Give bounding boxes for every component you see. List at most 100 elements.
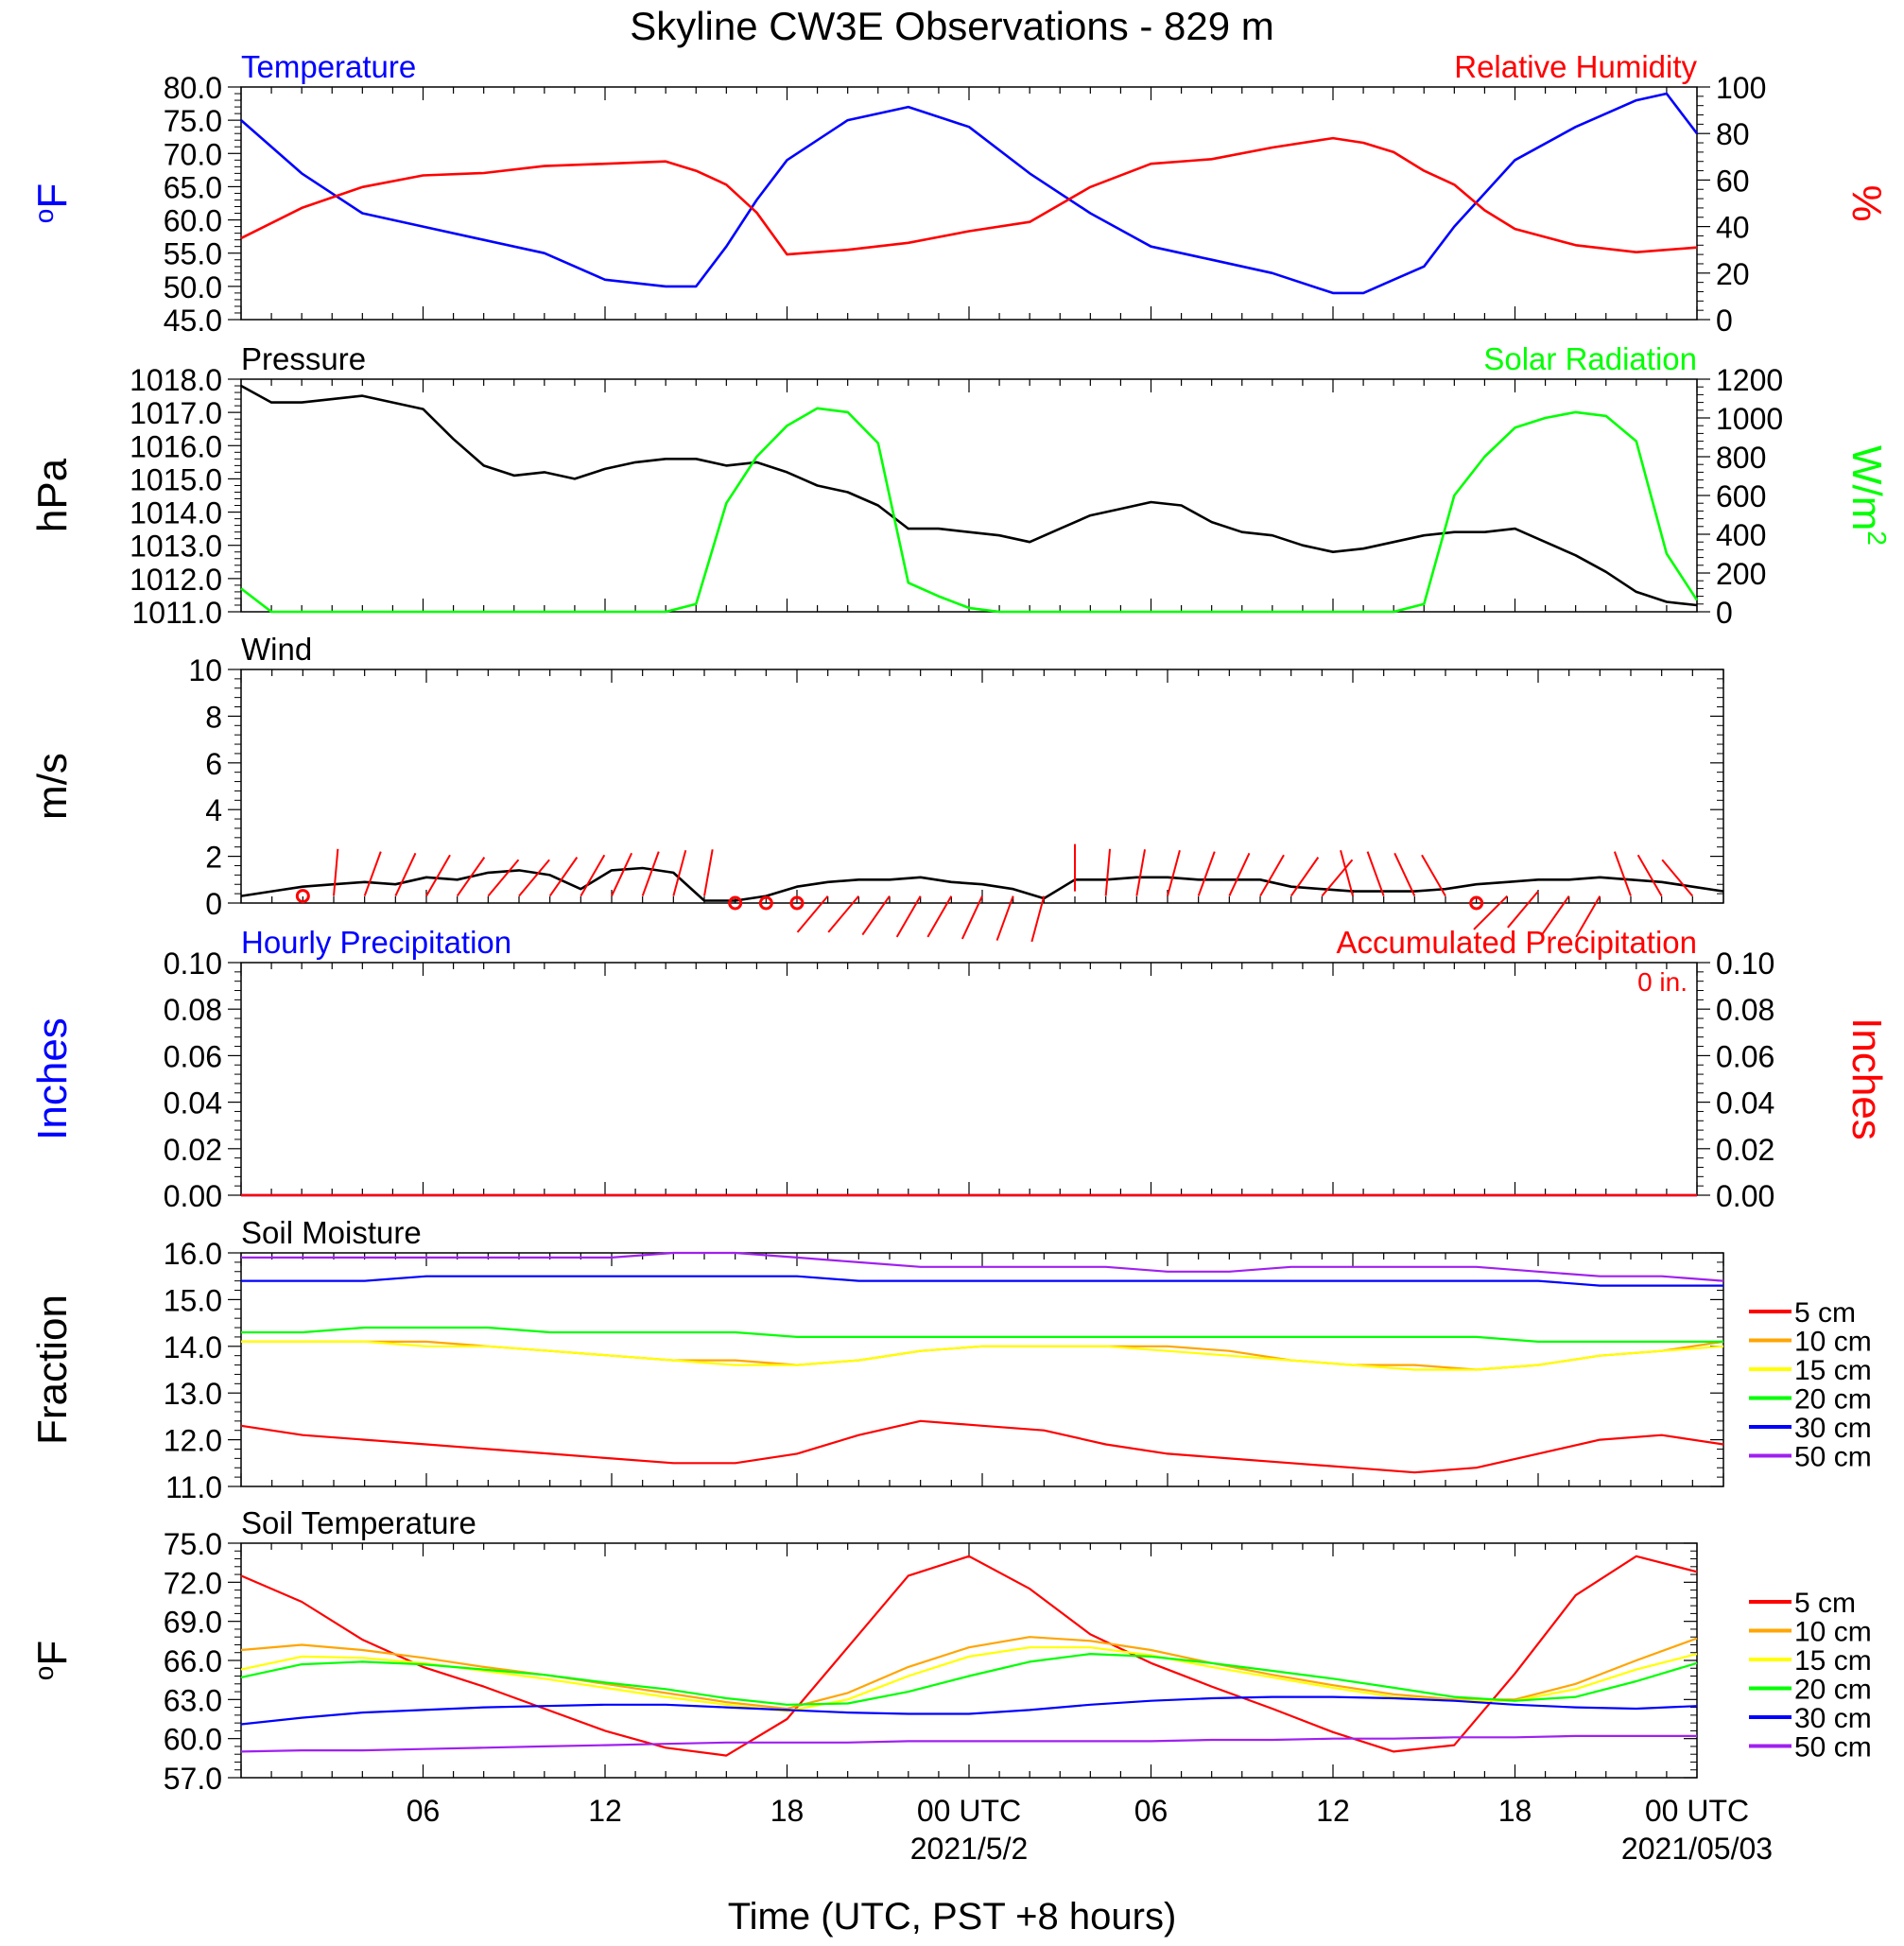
wind-barb — [487, 859, 520, 897]
wind-barb — [518, 859, 550, 897]
y-tick-label: 0.06 — [164, 1039, 222, 1073]
y-axis-label: oF — [29, 1641, 76, 1680]
y2-tick-label: 0 — [1716, 596, 1733, 630]
y2-tick-label: 0 — [1716, 304, 1733, 338]
y2-tick-label: 0.08 — [1716, 993, 1774, 1027]
y2-tick-label: 0.10 — [1716, 947, 1774, 981]
series-line-pressure — [240, 384, 1698, 607]
series-line-50-cm — [240, 1734, 1697, 1753]
y2-tick-label: 100 — [1716, 71, 1766, 105]
panel-1: 45.050.055.060.065.070.075.080.0 0 20 40 60 8… — [29, 49, 1890, 338]
y2-tick-label: 1200 — [1716, 363, 1783, 397]
x-date-label: 2021/5/2 — [910, 1832, 1029, 1866]
y2-tick-label: 200 — [1716, 557, 1766, 591]
wind-barb — [425, 854, 451, 897]
y-tick-label: 1013.0 — [130, 530, 222, 564]
y-tick-label: 1018.0 — [130, 363, 222, 397]
panel-title-left: Wind — [241, 632, 312, 667]
y2-tick-label: 0.02 — [1716, 1133, 1774, 1167]
y-tick-label: 1015.0 — [130, 462, 222, 496]
y-tick-label: 60.0 — [164, 1723, 222, 1757]
y-tick-label: 0.04 — [164, 1086, 222, 1121]
y-tick-label: 57.0 — [164, 1762, 222, 1796]
wind-barb — [456, 857, 486, 897]
wind-barb — [895, 895, 922, 938]
legend-label: 20 cm — [1794, 1384, 1872, 1416]
series-line-20-cm — [241, 1326, 1723, 1344]
panel-title-left: Soil Temperature — [241, 1505, 476, 1540]
y-axis-label: Inches — [29, 1017, 76, 1140]
y-tick-label: 10 — [188, 653, 222, 687]
plot-frame — [240, 1252, 1724, 1487]
series-line-10-cm — [240, 1636, 1698, 1711]
wind-barb — [1541, 895, 1570, 936]
y-tick-label: 1011.0 — [132, 596, 223, 630]
y-tick-label: 65.0 — [164, 170, 222, 204]
wind-barb — [1575, 895, 1601, 938]
x-tick-label: 00 UTC — [1645, 1794, 1749, 1828]
panel-6: 57.0 60.0 63.0 66.0 69.0 72.0 75.0 Soil Tempera… — [29, 1505, 1872, 1796]
series-line-relative-humidity — [240, 136, 1698, 256]
legend-label: 15 cm — [1794, 1645, 1872, 1677]
series-line-5-cm — [240, 1419, 1724, 1474]
panels-group: 45.050.055.060.065.070.075.080.002040608… — [29, 49, 1892, 1796]
y-tick-label: 80.0 — [164, 71, 222, 105]
legend-label: 20 cm — [1794, 1675, 1872, 1706]
y-tick-label: 16.0 — [164, 1237, 222, 1271]
panel-title-right: Solar Radiation — [1483, 341, 1697, 376]
legend-label: 5 cm — [1794, 1297, 1856, 1329]
wind-barb — [1104, 848, 1112, 896]
wind-barb — [333, 848, 339, 896]
y-tick-label: 1014.0 — [130, 496, 222, 530]
x-tick-label: 12 — [588, 1794, 622, 1828]
wind-barb — [1030, 895, 1046, 943]
x-tick-label: 12 — [1316, 1794, 1350, 1828]
y-tick-label: 75.0 — [164, 1527, 222, 1561]
y-tick-label: 15.0 — [164, 1283, 222, 1317]
y-axis-label: oF — [29, 183, 76, 223]
wind-barb — [703, 849, 714, 896]
plot-frame — [240, 669, 1724, 904]
series-line-20-cm — [240, 1652, 1698, 1706]
wind-barb — [1135, 849, 1147, 896]
wind-barb — [1340, 850, 1354, 896]
wind-barb — [1366, 851, 1385, 896]
y-tick-label: 60.0 — [164, 204, 222, 238]
legend-label: 5 cm — [1794, 1588, 1856, 1619]
plot-frame — [240, 1542, 1698, 1779]
y2-axis-label: W/m2 — [1843, 445, 1892, 546]
x-date-label: 2021/05/03 — [1621, 1832, 1773, 1866]
plot-frame — [240, 86, 1698, 321]
wind-barb — [961, 895, 983, 940]
panel-title-left: Soil Moisture — [241, 1215, 422, 1250]
wind-barb — [1259, 854, 1285, 897]
y2-tick-label: 60 — [1716, 164, 1750, 198]
y-axis-label: m/s — [29, 753, 76, 820]
wind-calm-marker — [758, 895, 773, 911]
panel-3: 0 2 4 6 8 10 Wind m/s — [29, 632, 1724, 943]
wind-barb — [861, 895, 891, 936]
y-tick-label: 72.0 — [164, 1566, 222, 1600]
legend-label: 30 cm — [1794, 1413, 1872, 1444]
series-line-temperature — [240, 92, 1699, 295]
y-tick-label: 0 — [205, 887, 222, 921]
wind-barb — [1321, 859, 1354, 897]
wind-barb — [1228, 852, 1251, 897]
chart-title: Skyline CW3E Observations - 829 m — [630, 4, 1274, 48]
wind-barb — [1661, 859, 1694, 897]
wind-barb — [1393, 852, 1416, 897]
wind-barb — [827, 895, 860, 933]
legend-label: 15 cm — [1794, 1355, 1872, 1386]
series-line-50-cm — [241, 1251, 1724, 1282]
y-axis-label: Fraction — [29, 1294, 76, 1445]
wind-barb — [1507, 891, 1539, 929]
panel-title-right: Accumulated Precipitation — [1336, 925, 1697, 960]
y2-tick-label: 20 — [1716, 257, 1750, 291]
x-tick-label: 06 — [407, 1794, 441, 1828]
series-line-15-cm — [241, 1340, 1724, 1371]
y-tick-label: 0.08 — [164, 993, 222, 1027]
panel-2: 1011.01012.01013.01014.01015.01016.01017… — [29, 341, 1892, 630]
